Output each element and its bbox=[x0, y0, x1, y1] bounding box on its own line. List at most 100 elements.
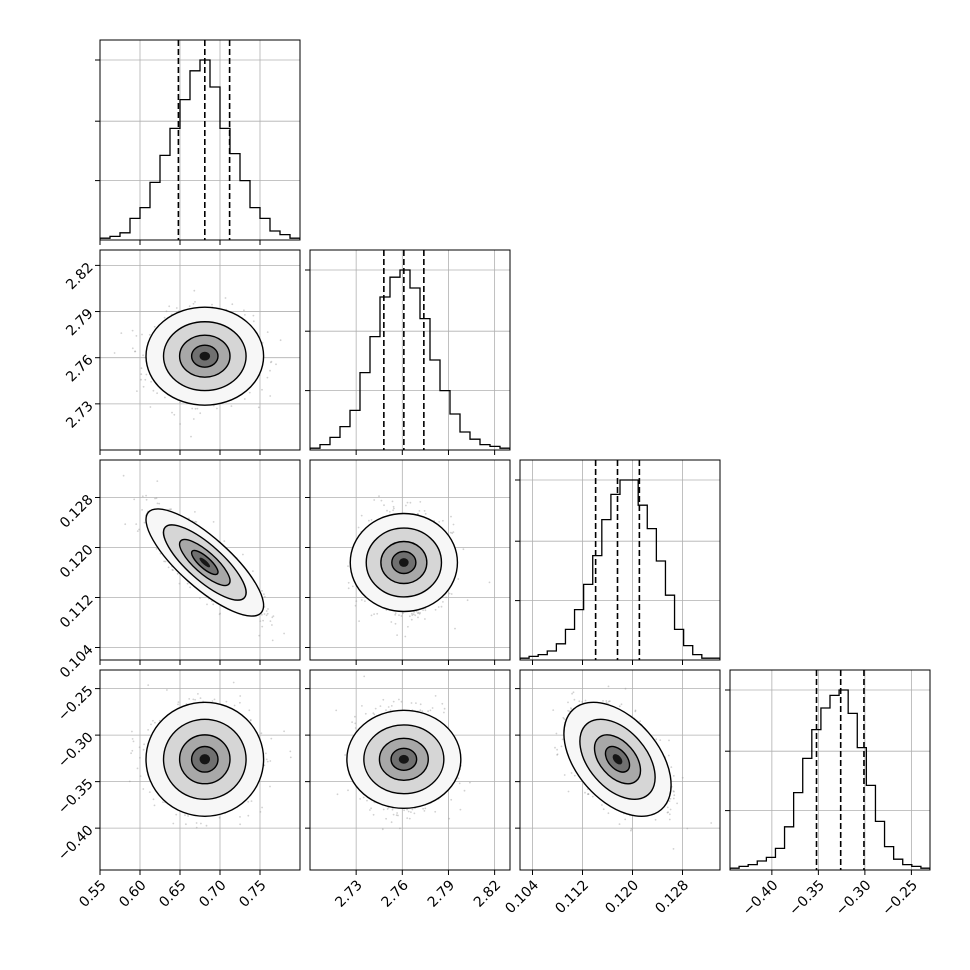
scatter-point bbox=[142, 748, 145, 751]
scatter-point bbox=[364, 600, 366, 602]
scatter-point bbox=[368, 519, 370, 522]
scatter-point bbox=[360, 514, 363, 517]
scatter-point bbox=[141, 509, 144, 511]
scatter-point bbox=[186, 582, 189, 585]
panel-frame bbox=[309, 249, 511, 451]
panel-frame bbox=[99, 249, 301, 451]
joint-panel-2-1 bbox=[305, 459, 511, 665]
scatter-point bbox=[179, 401, 181, 404]
scatter-point bbox=[263, 595, 266, 598]
scatter-point bbox=[171, 568, 174, 571]
scatter-point bbox=[418, 510, 421, 512]
scatter-point bbox=[423, 510, 426, 512]
scatter-point bbox=[373, 613, 375, 615]
scatter-point bbox=[452, 531, 455, 533]
scatter-point bbox=[164, 560, 167, 563]
scatter-point bbox=[248, 391, 251, 394]
scatter-point bbox=[466, 599, 469, 602]
scatter-point bbox=[211, 700, 214, 703]
scatter-point bbox=[269, 760, 272, 762]
scatter-point bbox=[269, 369, 271, 372]
scatter-point bbox=[411, 614, 414, 616]
scatter-point bbox=[488, 581, 491, 584]
scatter-point bbox=[408, 615, 411, 618]
scatter-point bbox=[163, 560, 166, 563]
scatter-point bbox=[279, 339, 282, 342]
scatter-point bbox=[396, 634, 398, 636]
scatter-point bbox=[158, 502, 161, 505]
scatter-point bbox=[243, 398, 246, 400]
scatter-point bbox=[257, 406, 260, 409]
scatter-point bbox=[271, 616, 274, 619]
scatter-point bbox=[386, 509, 388, 512]
scatter-point bbox=[145, 373, 148, 376]
scatter-point bbox=[270, 360, 273, 363]
scatter-point bbox=[134, 350, 136, 353]
scatter-point bbox=[164, 396, 166, 399]
scatter-point bbox=[347, 587, 350, 590]
scatter-point bbox=[154, 721, 156, 724]
scatter-point bbox=[120, 332, 123, 334]
scatter-point bbox=[195, 521, 198, 523]
scatter-point bbox=[289, 750, 292, 753]
density-contour-2-0-4 bbox=[199, 557, 211, 568]
scatter-point bbox=[406, 501, 409, 504]
scatter-point bbox=[135, 335, 138, 337]
scatter-point bbox=[156, 392, 159, 395]
scatter-point bbox=[194, 407, 197, 410]
scatter-point bbox=[206, 603, 208, 606]
scatter-point bbox=[122, 474, 125, 477]
scatter-point bbox=[437, 606, 440, 608]
scatter-point bbox=[271, 639, 274, 642]
scatter-point bbox=[252, 320, 255, 323]
scatter-point bbox=[410, 618, 413, 621]
scatter-point bbox=[153, 804, 156, 807]
scatter-point bbox=[192, 302, 195, 305]
scatter-point bbox=[457, 578, 460, 580]
scatter-point bbox=[173, 413, 176, 416]
scatter-point bbox=[232, 681, 235, 684]
scatter-point bbox=[212, 521, 215, 523]
scatter-point bbox=[412, 613, 415, 615]
scatter-point bbox=[373, 499, 376, 501]
scatter-point bbox=[193, 289, 196, 292]
scatter-point bbox=[142, 354, 145, 357]
scatter-point bbox=[141, 495, 144, 498]
histogram-line-0 bbox=[100, 59, 300, 240]
scatter-point bbox=[145, 498, 148, 501]
scatter-point bbox=[190, 435, 192, 438]
scatter-point bbox=[419, 612, 421, 614]
scatter-point bbox=[144, 378, 147, 381]
scatter-point bbox=[139, 756, 141, 759]
scatter-point bbox=[445, 596, 447, 599]
scatter-point bbox=[218, 613, 221, 616]
scatter-point bbox=[380, 499, 383, 502]
scatter-point bbox=[185, 823, 187, 826]
scatter-point bbox=[179, 423, 182, 425]
scatter-point bbox=[409, 501, 412, 504]
scatter-point bbox=[390, 621, 393, 623]
scatter-point bbox=[393, 507, 395, 510]
scatter-point bbox=[417, 612, 419, 615]
scatter-point bbox=[424, 609, 427, 612]
scatter-point bbox=[224, 297, 227, 299]
joint-panel-3-0 bbox=[95, 669, 301, 875]
scatter-point bbox=[442, 601, 444, 603]
scatter-point bbox=[140, 378, 142, 381]
scatter-point bbox=[197, 693, 199, 695]
scatter-point bbox=[450, 515, 452, 518]
scatter-point bbox=[266, 376, 269, 379]
scatter-point bbox=[283, 632, 285, 635]
scatter-point bbox=[354, 604, 357, 607]
scatter-point bbox=[266, 612, 269, 615]
scatter-point bbox=[175, 307, 178, 309]
scatter-point bbox=[171, 411, 173, 414]
scatter-point bbox=[143, 743, 146, 746]
scatter-point bbox=[400, 615, 403, 617]
scatter-point bbox=[407, 625, 409, 628]
scatter-point bbox=[265, 610, 268, 612]
scatter-point bbox=[168, 305, 171, 308]
scatter-point bbox=[170, 508, 172, 511]
scatter-point bbox=[252, 570, 254, 572]
